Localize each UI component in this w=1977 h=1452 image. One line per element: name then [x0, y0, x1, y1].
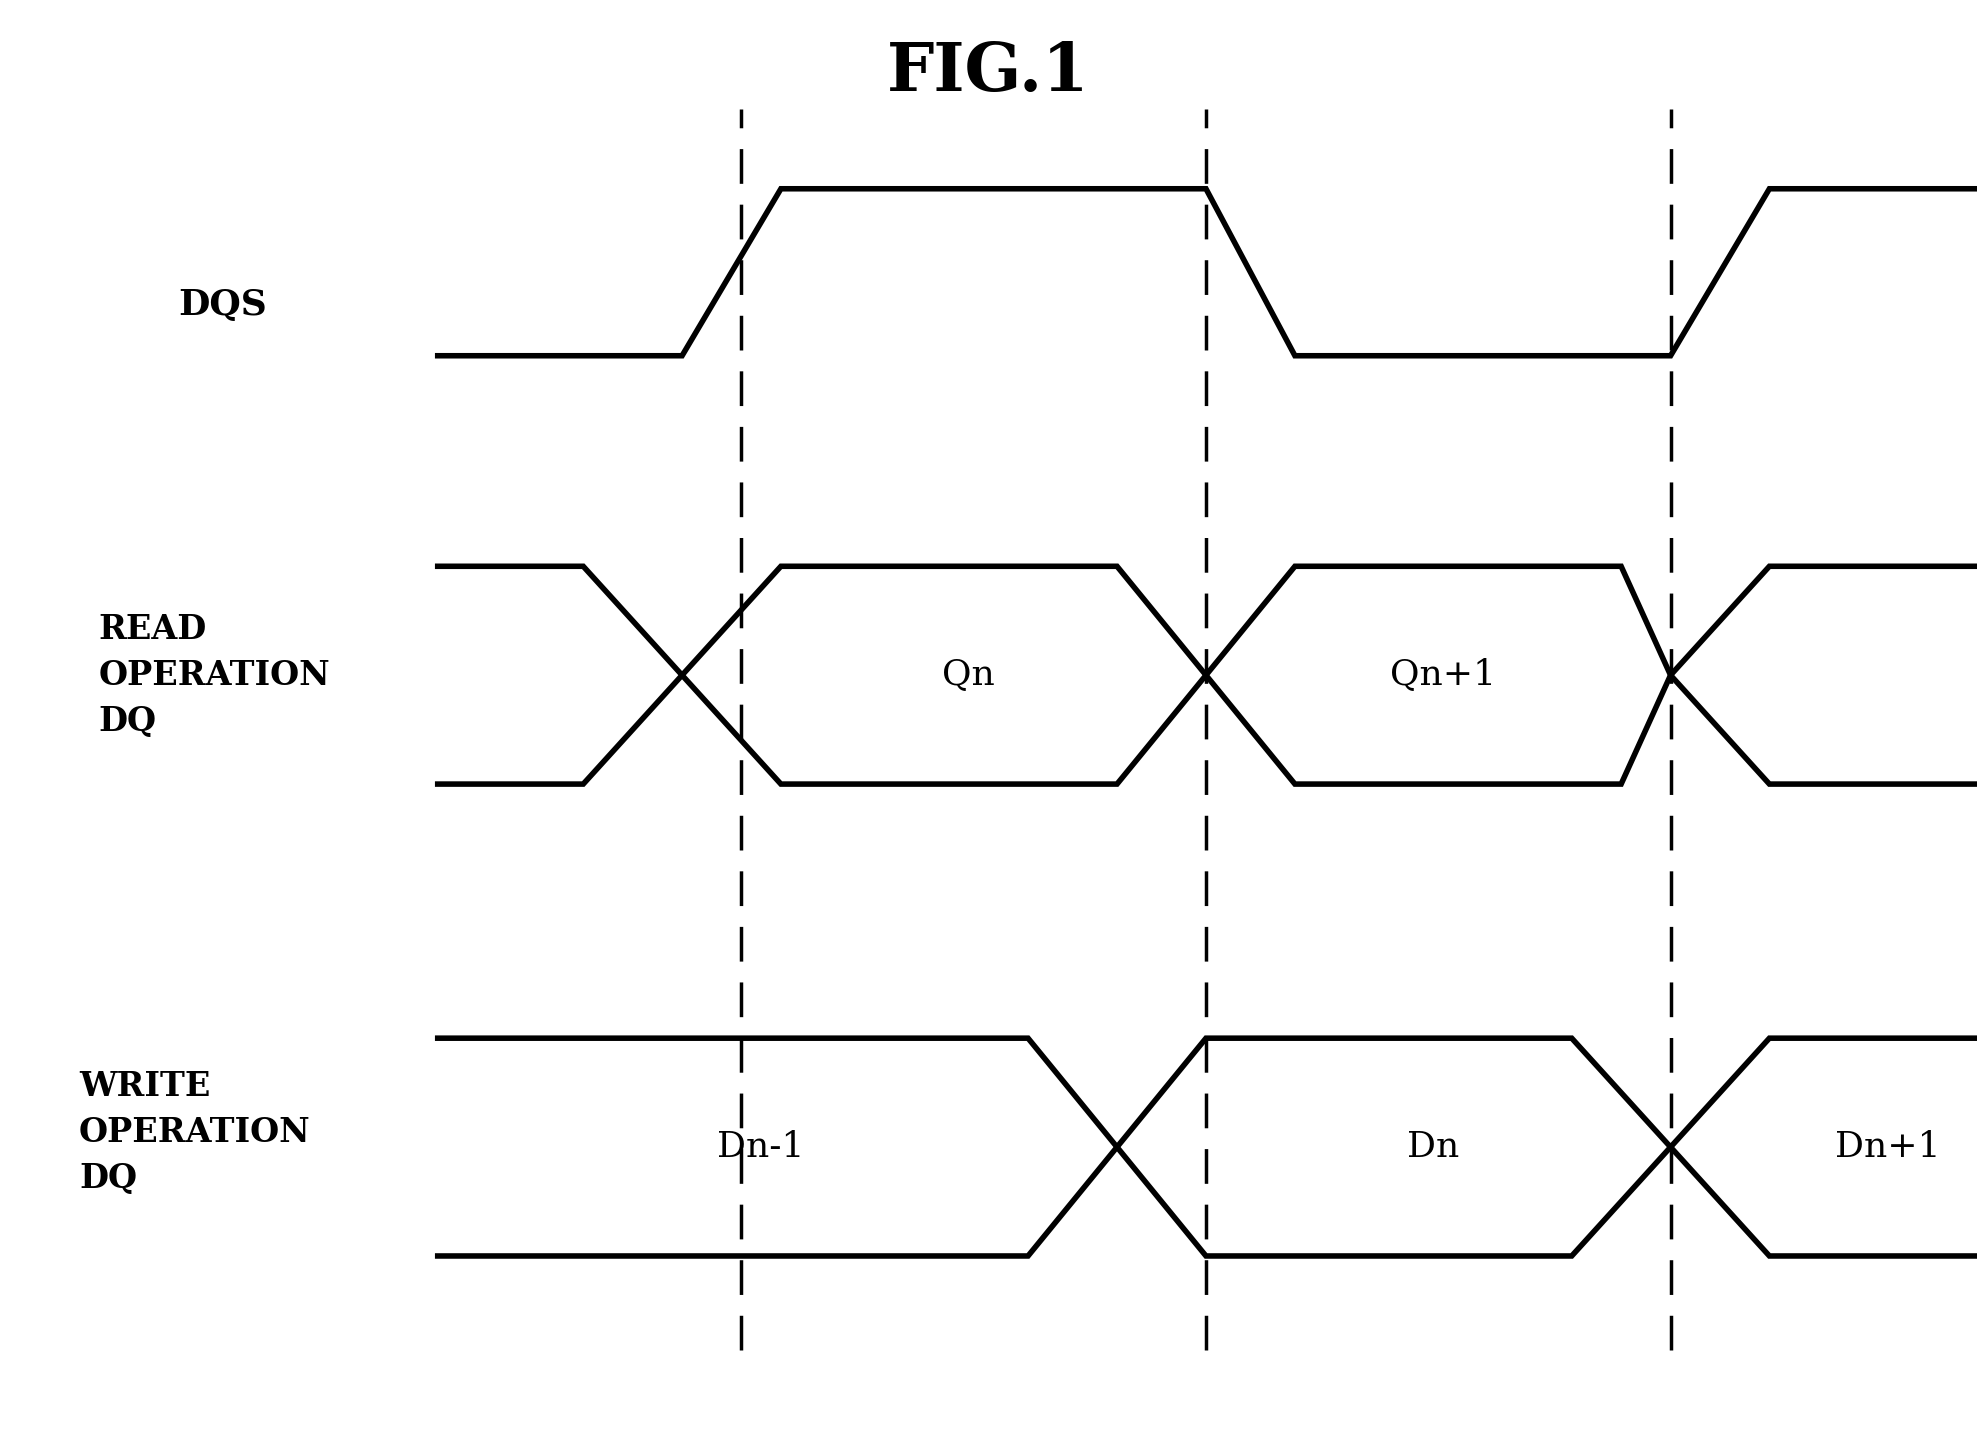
Text: Qn+1: Qn+1 — [1390, 658, 1497, 693]
Text: Dn: Dn — [1408, 1130, 1459, 1165]
Text: Dn-1: Dn-1 — [718, 1130, 805, 1165]
Text: DQS: DQS — [178, 287, 267, 322]
Text: Dn+1: Dn+1 — [1835, 1130, 1941, 1165]
Text: Qn: Qn — [943, 658, 994, 693]
Text: FIG.1: FIG.1 — [888, 41, 1089, 105]
Text: READ
OPERATION
DQ: READ OPERATION DQ — [99, 613, 330, 738]
Text: WRITE
OPERATION
DQ: WRITE OPERATION DQ — [79, 1070, 310, 1195]
